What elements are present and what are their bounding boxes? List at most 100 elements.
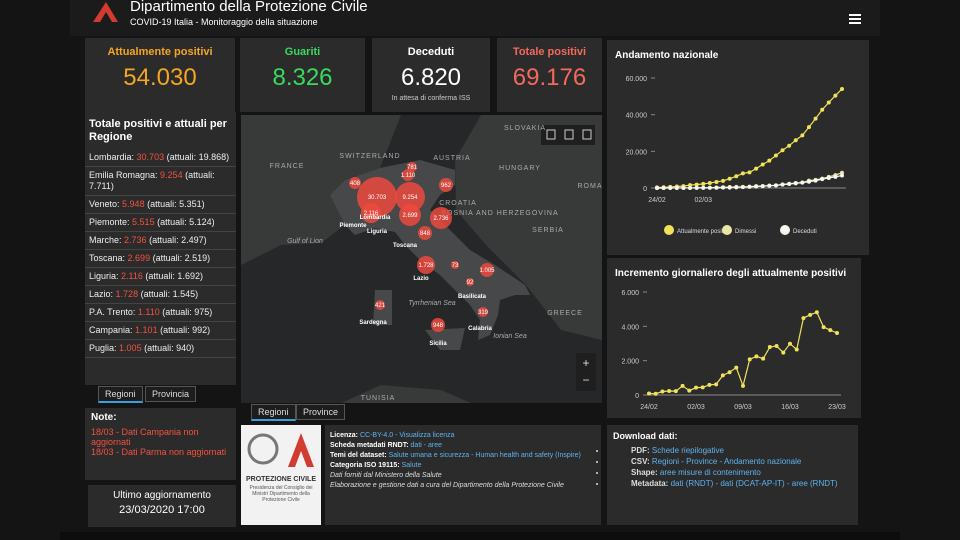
download-panel: Download dati: PDF: Schede riepilogative… xyxy=(607,425,858,525)
bubble-label: 1.110 xyxy=(401,173,416,179)
region-total: 2.736 xyxy=(124,235,147,245)
zoom-button[interactable]: − xyxy=(582,373,589,387)
map-bubble[interactable] xyxy=(431,318,445,332)
point xyxy=(828,328,833,333)
map-bubble[interactable] xyxy=(395,182,425,212)
point xyxy=(754,184,759,189)
license-text: Salute xyxy=(401,462,422,469)
point xyxy=(727,185,732,190)
map-bubble[interactable] xyxy=(349,177,361,189)
x-tick-label: 23/03 xyxy=(828,404,846,411)
download-title: Download dati: xyxy=(613,431,678,441)
point xyxy=(840,173,844,178)
point xyxy=(833,93,838,98)
region-active: (attuali: 2.497) xyxy=(149,235,207,245)
country-label: TUNISIA xyxy=(361,395,396,402)
point xyxy=(747,170,752,175)
region-name: Marche: xyxy=(89,235,122,245)
region-row: Puglia: 1.005 (attuali: 940) xyxy=(85,340,236,358)
region-name: Lombardia: xyxy=(89,152,135,162)
regions-panel: Totale positivi e attuali per Regione Lo… xyxy=(85,112,236,385)
download-link[interactable]: Regioni - Province - Andamento nazionale xyxy=(651,457,802,466)
license-line: Dati forniti dal Ministero della Salute xyxy=(325,471,601,481)
map-bubble[interactable] xyxy=(451,261,459,269)
logo-name: PROTEZIONE CIVILE xyxy=(245,476,316,483)
region-total: 5.948 xyxy=(122,199,145,209)
point xyxy=(840,170,844,175)
point xyxy=(694,185,699,190)
point xyxy=(767,345,772,350)
point xyxy=(688,183,693,188)
legend-swatch xyxy=(780,225,790,235)
region-total: 1.005 xyxy=(119,343,142,353)
legend-label: Attualmente positivi xyxy=(677,229,729,235)
point xyxy=(781,350,786,355)
tab[interactable]: Regioni xyxy=(251,404,296,421)
chart: Incremento giornaliero degli attualmente… xyxy=(615,268,846,411)
map-bubble[interactable] xyxy=(430,207,452,229)
header: Dipartimento della Protezione Civile COV… xyxy=(70,0,880,36)
country-label: ROMA xyxy=(578,183,603,190)
point xyxy=(833,174,838,179)
tab[interactable]: Province xyxy=(296,404,346,420)
legend-label: Deceduti xyxy=(793,229,817,235)
license-text: dati - aree xyxy=(410,442,443,449)
download-link[interactable]: aree misure di contenimento xyxy=(659,468,761,477)
menu-icon[interactable] xyxy=(849,14,861,25)
point xyxy=(754,354,759,359)
point xyxy=(801,316,806,321)
point xyxy=(727,176,732,181)
region-label: Lazio xyxy=(413,276,429,282)
series-line xyxy=(648,311,838,395)
tab[interactable]: Regioni xyxy=(98,386,143,403)
region-row: Lazio: 1.728 (attuali: 1.545) xyxy=(85,286,236,304)
download-link[interactable]: Schede riepilogative xyxy=(651,446,724,455)
point xyxy=(767,183,772,188)
map-tools[interactable] xyxy=(541,125,595,145)
stat-label: Attualmente positivi xyxy=(107,46,213,58)
map-bubble[interactable] xyxy=(418,226,432,240)
map-bubble[interactable] xyxy=(402,169,414,181)
point xyxy=(773,153,778,158)
y-tick-label: 4.000 xyxy=(621,324,639,331)
region-row: Veneto: 5.948 (attuali: 5.351) xyxy=(85,196,236,214)
region-total: 9.254 xyxy=(160,170,183,180)
download-label: Shape: xyxy=(631,468,658,477)
tab[interactable]: Provincia xyxy=(145,386,197,402)
bubble-label: 319 xyxy=(478,310,489,316)
point xyxy=(694,182,699,187)
country-label: BOSNIA AND HERZEGOVINA xyxy=(441,210,558,217)
stat-note: In attesa di conferma ISS xyxy=(391,95,471,102)
region-total: 2.116 xyxy=(121,271,143,281)
point xyxy=(714,185,719,190)
download-item: Metadata: dati (RNDT) - dati (DCAT-AP-IT… xyxy=(607,478,858,489)
map-bubble[interactable] xyxy=(417,256,435,274)
zoom-button[interactable]: + xyxy=(582,356,589,370)
map-bubble[interactable] xyxy=(375,300,385,310)
subtitle: COVID-19 Italia - Monitoraggio della sit… xyxy=(130,17,318,27)
license-line: Categoria ISO 19115: Salute xyxy=(325,461,601,471)
stat-label: Totale positivi xyxy=(512,46,587,58)
stat-value: 69.176 xyxy=(512,64,587,91)
point xyxy=(840,86,844,91)
region-active: (attuali: 940) xyxy=(144,343,195,353)
zoom-control[interactable] xyxy=(576,353,596,391)
regions-title: Totale positivi e attuali per Regione xyxy=(89,118,227,143)
country-label: SLOVAKIA xyxy=(504,125,546,132)
region-active: (attuali: 975) xyxy=(162,307,213,317)
point xyxy=(655,185,659,190)
point xyxy=(687,388,692,393)
country-label: Gulf of Lion xyxy=(287,238,323,245)
y-tick-label: 2.000 xyxy=(621,359,639,366)
map-bubble[interactable] xyxy=(361,203,381,223)
region-total: 1.110 xyxy=(137,307,160,317)
map-bubble[interactable] xyxy=(439,178,453,192)
stat-value: 6.820 xyxy=(400,64,462,91)
map-bubble[interactable] xyxy=(478,307,488,317)
map[interactable]: FRANCE SWITZERLAND AUSTRIA HUNGARY SLOVAKIA C… xyxy=(241,115,602,403)
map-bubble[interactable] xyxy=(399,204,421,226)
download-link[interactable]: dati (RNDT) - dati (DCAT-AP-IT) - aree (… xyxy=(670,479,838,488)
logo-panel: PROTEZIONE CIVILE Presidenza del Consigl… xyxy=(241,425,321,525)
map-bubble[interactable] xyxy=(480,263,494,277)
map-bubble[interactable] xyxy=(466,278,474,286)
